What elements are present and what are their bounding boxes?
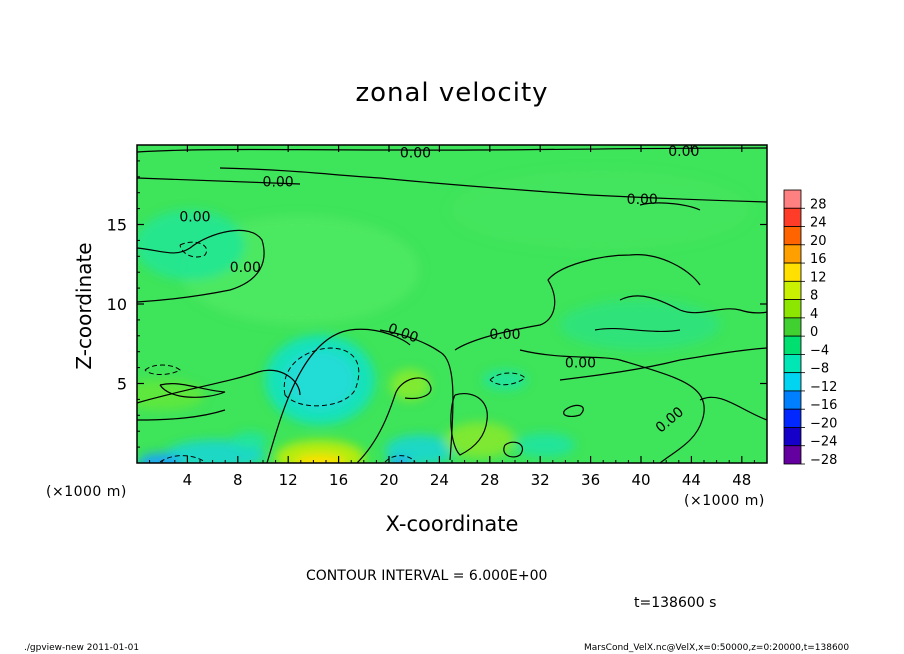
colorbar-swatch [783, 427, 802, 447]
y-tick-label: 15 [107, 216, 127, 235]
x-unit-label-left: (×1000 m) [46, 484, 127, 500]
x-axis: 4 8 12 16 20 24 28 32 36 40 44 48 [149, 145, 755, 489]
contour-label: 0.00 [627, 192, 658, 208]
velocity-field [137, 145, 767, 463]
x-tick-label: 4 [183, 471, 193, 489]
x-tick-label: 36 [581, 471, 600, 489]
x-tick-label: 48 [732, 471, 751, 489]
contour-interval-text: CONTOUR INTERVAL = 6.000E+00 [306, 568, 548, 584]
colorbar-label: −24 [810, 435, 837, 450]
colorbar-label: 16 [810, 252, 827, 267]
colorbar-swatch [783, 280, 802, 301]
time-stamp: t=138600 s [634, 595, 717, 611]
y-axis: 5 10 15 [107, 160, 767, 448]
colorbar-swatch [783, 244, 802, 264]
colorbar-swatch [783, 372, 802, 392]
x-tick-label: 8 [233, 471, 243, 489]
colorbar-swatch [783, 390, 802, 410]
colorbar-label: −20 [810, 416, 837, 431]
colorbar-swatch [783, 189, 802, 209]
contour-label: 0.00 [668, 144, 699, 160]
x-tick-label: 20 [379, 471, 398, 489]
colorbar-swatch [783, 408, 802, 428]
colorbar-swatch [783, 299, 802, 319]
x-tick-label: 24 [430, 471, 449, 489]
contour-label: 0.00 [489, 327, 520, 343]
contour-label: 0.00 [230, 260, 261, 276]
colorbar-label: 28 [810, 197, 827, 212]
colorbar-label: 4 [810, 307, 818, 322]
x-tick-label: 44 [682, 471, 701, 489]
x-tick-label: 16 [329, 471, 348, 489]
y-tick-label: 10 [107, 295, 127, 314]
x-tick-label: 32 [531, 471, 550, 489]
x-tick-label: 40 [631, 471, 650, 489]
colorbar-swatch [783, 207, 802, 227]
chart-title: zonal velocity [355, 78, 549, 108]
x-axis-label: X-coordinate [385, 512, 519, 536]
contour-label: 0.00 [179, 209, 210, 225]
colorbar-label: 0 [810, 325, 818, 340]
colorbar-swatch [783, 226, 802, 246]
colorbar-swatch [783, 445, 802, 465]
contour-label: 0.00 [263, 174, 294, 190]
colorbar-label: 12 [810, 270, 827, 285]
x-tick-label: 12 [279, 471, 298, 489]
colorbar-swatch [783, 353, 802, 374]
colorbar-swatch [783, 262, 802, 282]
colorbar-label: 24 [810, 216, 827, 231]
colorbar-label: −8 [810, 362, 829, 377]
colorbar-label: −12 [810, 380, 837, 395]
colorbar-label: −16 [810, 398, 837, 413]
y-axis-label: Z-coordinate [72, 242, 96, 370]
x-tick-label: 28 [480, 471, 499, 489]
colorbar-swatch [783, 317, 802, 337]
colorbar-label: 20 [810, 234, 827, 249]
colorbar-swatch [783, 335, 802, 355]
colorbar-label: −28 [810, 453, 837, 468]
colorbar: 28 24 20 16 12 8 4 0 −4 −8 −12 −16 −20 −24 −28 [783, 189, 837, 468]
contour-label: 0.00 [565, 356, 596, 372]
contour-label: 0.00 [400, 146, 431, 162]
y-tick-label: 5 [117, 375, 127, 394]
colorbar-label: 8 [810, 289, 818, 304]
footer-right-text: MarsCond_VelX.nc@VelX,x=0:50000,z=0:2000… [584, 643, 850, 653]
colorbar-label: −4 [810, 343, 829, 358]
x-unit-label-right: (×1000 m) [684, 493, 765, 509]
footer-left-text: ./gpview-new 2011-01-01 [24, 643, 140, 653]
